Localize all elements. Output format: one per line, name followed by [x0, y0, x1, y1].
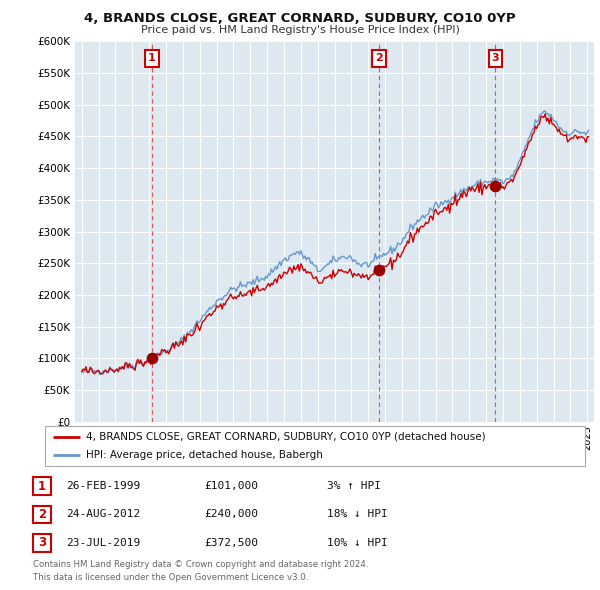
Text: 26-FEB-1999: 26-FEB-1999 — [66, 481, 140, 491]
Point — [491, 181, 500, 191]
Text: 3: 3 — [38, 536, 46, 549]
Text: 1: 1 — [148, 54, 155, 63]
Text: HPI: Average price, detached house, Babergh: HPI: Average price, detached house, Babe… — [86, 450, 322, 460]
Text: 4, BRANDS CLOSE, GREAT CORNARD, SUDBURY, CO10 0YP: 4, BRANDS CLOSE, GREAT CORNARD, SUDBURY,… — [84, 12, 516, 25]
Text: This data is licensed under the Open Government Licence v3.0.: This data is licensed under the Open Gov… — [33, 573, 308, 582]
Text: 1: 1 — [38, 480, 46, 493]
Text: Contains HM Land Registry data © Crown copyright and database right 2024.: Contains HM Land Registry data © Crown c… — [33, 560, 368, 569]
Text: 3: 3 — [491, 54, 499, 63]
Text: £101,000: £101,000 — [204, 481, 258, 491]
Text: 2: 2 — [375, 54, 383, 63]
Text: 4, BRANDS CLOSE, GREAT CORNARD, SUDBURY, CO10 0YP (detached house): 4, BRANDS CLOSE, GREAT CORNARD, SUDBURY,… — [86, 432, 485, 442]
Text: £240,000: £240,000 — [204, 510, 258, 519]
Point — [147, 353, 157, 362]
Text: £372,500: £372,500 — [204, 538, 258, 548]
Text: 10% ↓ HPI: 10% ↓ HPI — [327, 538, 388, 548]
Text: 3% ↑ HPI: 3% ↑ HPI — [327, 481, 381, 491]
Text: 2: 2 — [38, 508, 46, 521]
Text: 18% ↓ HPI: 18% ↓ HPI — [327, 510, 388, 519]
Text: 24-AUG-2012: 24-AUG-2012 — [66, 510, 140, 519]
Text: Price paid vs. HM Land Registry's House Price Index (HPI): Price paid vs. HM Land Registry's House … — [140, 25, 460, 35]
Point — [374, 265, 384, 274]
Text: 23-JUL-2019: 23-JUL-2019 — [66, 538, 140, 548]
